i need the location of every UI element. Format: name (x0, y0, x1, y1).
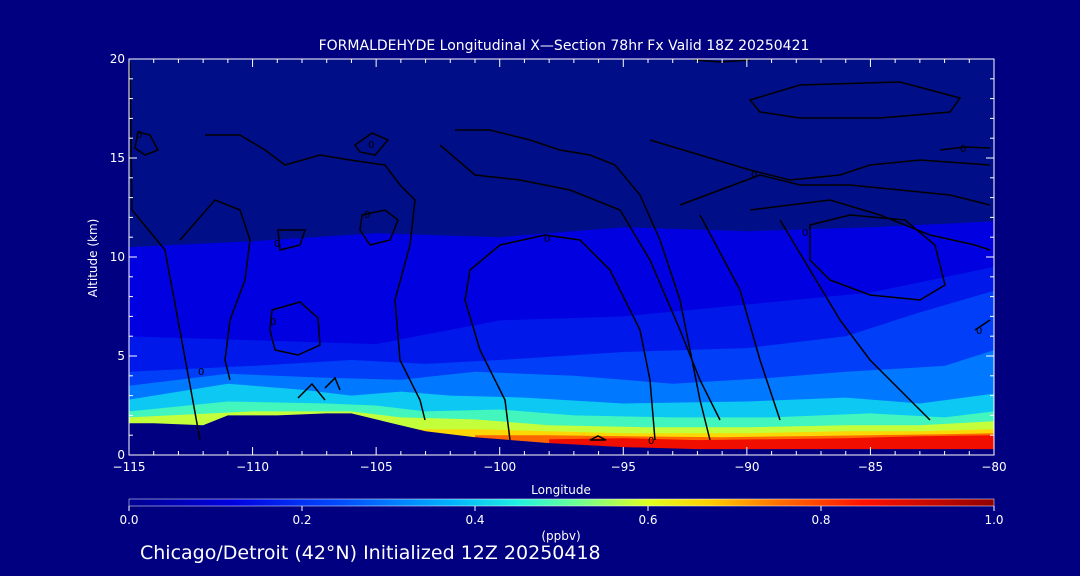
colorbar-tick-label: 0.8 (811, 513, 830, 527)
contour-label: 0 (648, 436, 654, 447)
contour-line (939, 146, 991, 151)
colorbar-ticks: 0.0 0.2 0.4 0.6 0.8 1.0 (119, 506, 1004, 527)
x-tick-label: −95 (611, 460, 636, 474)
terrain (129, 413, 994, 455)
contour-label: 0 (802, 228, 808, 239)
contour-line (974, 319, 991, 331)
contour-line (269, 301, 321, 356)
contour-line (179, 199, 251, 381)
y-tick-label: 0 (117, 448, 125, 462)
contour-label: 0 (198, 367, 204, 378)
contour-line (748, 81, 962, 119)
x-tick-label: −100 (483, 460, 516, 474)
contour-label: 0 (136, 130, 142, 141)
x-tick-label: −105 (360, 460, 393, 474)
contour-line (809, 214, 946, 301)
contour-line (297, 382, 326, 401)
contour-label: 0 (270, 317, 276, 328)
colorbar-tick-label: 0.2 (292, 513, 311, 527)
x-tick-label: −90 (734, 460, 759, 474)
colorbar-label: (ppbv) (541, 529, 580, 543)
colorbar-tick-label: 0.0 (119, 513, 138, 527)
y-tick-label: 10 (110, 250, 125, 264)
contour-line (464, 234, 656, 441)
y-axis-label: Altitude (km) (86, 219, 100, 298)
x-axis: −115 −110 −105 −100 −95 −90 −85 −80 (113, 59, 1007, 474)
contour-label: 0 (751, 170, 757, 181)
y-tick-label: 5 (117, 349, 125, 363)
contour-label: 0 (976, 326, 982, 337)
contour-line (277, 229, 307, 251)
contour-label: 0 (364, 210, 370, 221)
contour-label: 0 (368, 140, 374, 151)
contour-line (779, 219, 931, 421)
contour-line (649, 139, 991, 181)
contour-label: 0 (544, 234, 550, 245)
footer-caption: Chicago/Detroit (42°N) Initialized 12Z 2… (140, 542, 601, 564)
x-tick-label: −85 (858, 460, 883, 474)
contour-line (129, 61, 201, 441)
contour-line (205, 134, 426, 421)
x-axis-label: Longitude (531, 483, 591, 497)
y-tick-label: 20 (110, 52, 125, 66)
x-tick-label: −80 (981, 460, 1006, 474)
contour-line (439, 144, 721, 421)
contour-line (749, 199, 991, 251)
contour-line (134, 131, 160, 156)
y-tick-label: 15 (110, 151, 125, 165)
contour-line (699, 214, 781, 421)
contour-line (589, 435, 607, 441)
colorbar-tick-label: 0.6 (638, 513, 657, 527)
contour-label: 0 (960, 144, 966, 155)
contour-line (324, 376, 341, 391)
colorbar-tick-label: 0.4 (465, 513, 484, 527)
colorbar (128, 498, 995, 507)
contour-line (353, 132, 390, 156)
colorbar-tick-label: 1.0 (984, 513, 1003, 527)
contour-lines (129, 59, 991, 441)
x-tick-label: −110 (236, 460, 269, 474)
contour-label: 0 (274, 239, 280, 250)
contour-line (694, 59, 751, 63)
contour-labels: 0 0 0 0 0 0 0 0 0 0 0 0 (136, 130, 982, 447)
y-axis: 0 5 10 15 20 (110, 52, 994, 462)
contour-line (359, 209, 399, 246)
x-tick-label: −115 (113, 460, 146, 474)
contour-line (679, 174, 991, 206)
chart-title: FORMALDEHYDE Longitudinal X—Section 78hr… (319, 38, 810, 54)
